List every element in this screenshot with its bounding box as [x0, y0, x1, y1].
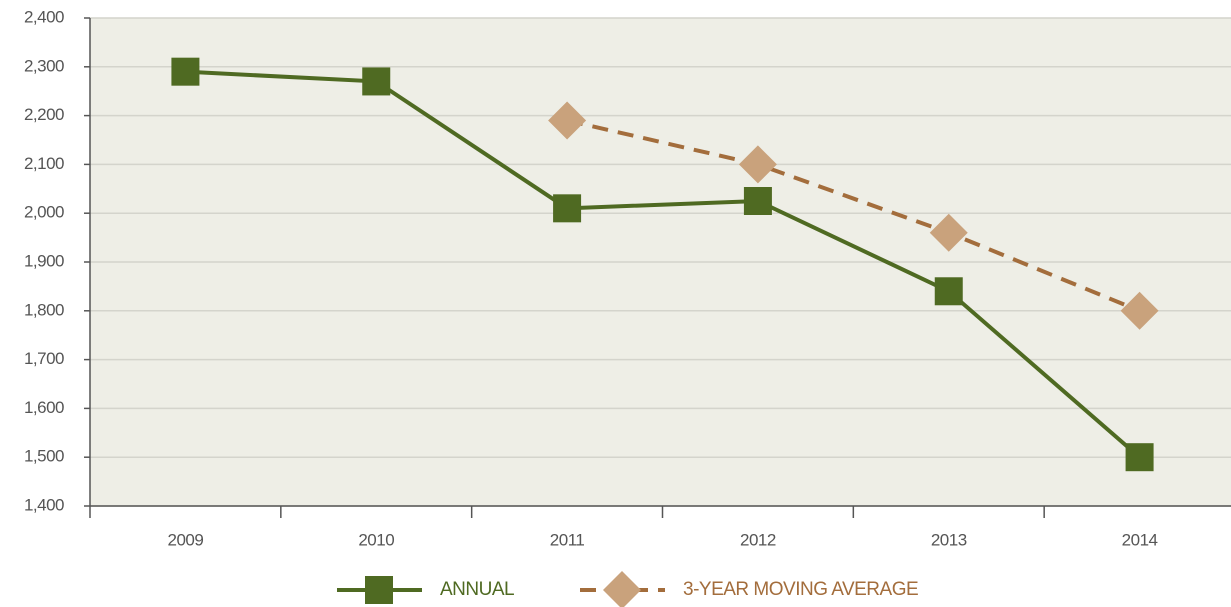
data-point: [362, 67, 391, 96]
y-tick-label: 2,300: [24, 56, 64, 75]
legend-marker: [603, 571, 641, 607]
y-tick-label: 1,800: [24, 300, 64, 319]
x-tick-label: 2013: [931, 530, 967, 549]
series-line: [185, 69, 1141, 459]
x-tick-label: 2010: [358, 530, 394, 549]
y-tick-label: 2,400: [24, 7, 64, 26]
x-tick-label: 2012: [740, 530, 776, 549]
y-tick-label: 1,700: [24, 349, 64, 368]
y-tick-label: 2,200: [24, 105, 64, 124]
x-tick-label: 2014: [1122, 530, 1158, 549]
data-point: [1120, 291, 1159, 330]
legend-label: ANNUAL: [440, 579, 514, 600]
data-point: [934, 277, 963, 306]
y-tick-label: 2,000: [24, 203, 64, 222]
data-point: [548, 101, 587, 140]
data-point: [929, 213, 968, 252]
y-tick-label: 1,400: [24, 495, 64, 514]
data-point: [553, 194, 582, 223]
legend-label: 3-YEAR MOVING AVERAGE: [683, 579, 918, 600]
x-tick-label: 2011: [550, 530, 585, 549]
y-tick-label: 2,100: [24, 154, 64, 173]
y-tick-label: 1,600: [24, 398, 64, 417]
y-tick-label: 1,900: [24, 251, 64, 270]
data-point: [171, 57, 200, 86]
legend-marker: [365, 576, 393, 604]
data-point: [1125, 443, 1154, 472]
series-line: [566, 118, 1141, 313]
x-tick-label: 2009: [168, 530, 204, 549]
data-point: [743, 187, 772, 215]
data-point: [738, 145, 777, 184]
y-tick-label: 1,500: [24, 447, 64, 466]
